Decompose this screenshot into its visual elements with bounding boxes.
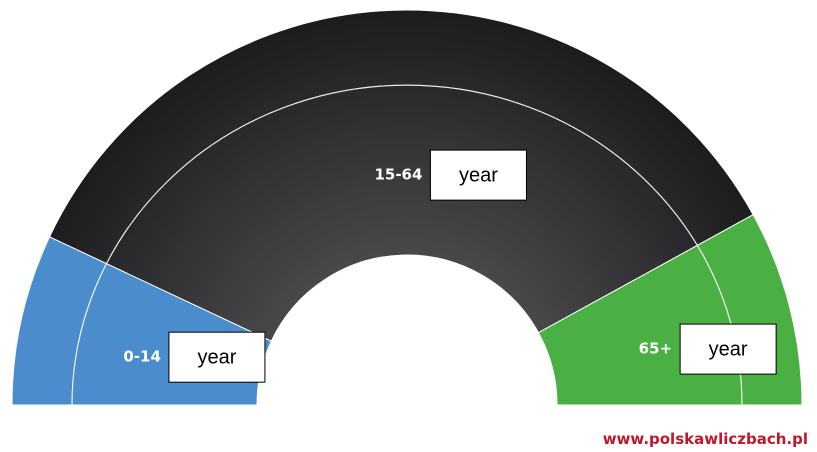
source: www.polskawliczbach.pl: [603, 430, 808, 448]
segment-label: 65+: [639, 340, 672, 358]
segment-label: 0-14: [123, 348, 161, 366]
annotation-box: [429, 149, 527, 201]
segment: [48, 9, 754, 342]
annotation-box: [168, 331, 266, 383]
annotation: year: [459, 164, 498, 186]
annotation-box: [679, 323, 777, 375]
segment-label: 15-64: [374, 166, 422, 184]
arc-line: [71, 84, 743, 406]
annotation: year: [709, 338, 748, 360]
annotation: year: [197, 346, 236, 368]
